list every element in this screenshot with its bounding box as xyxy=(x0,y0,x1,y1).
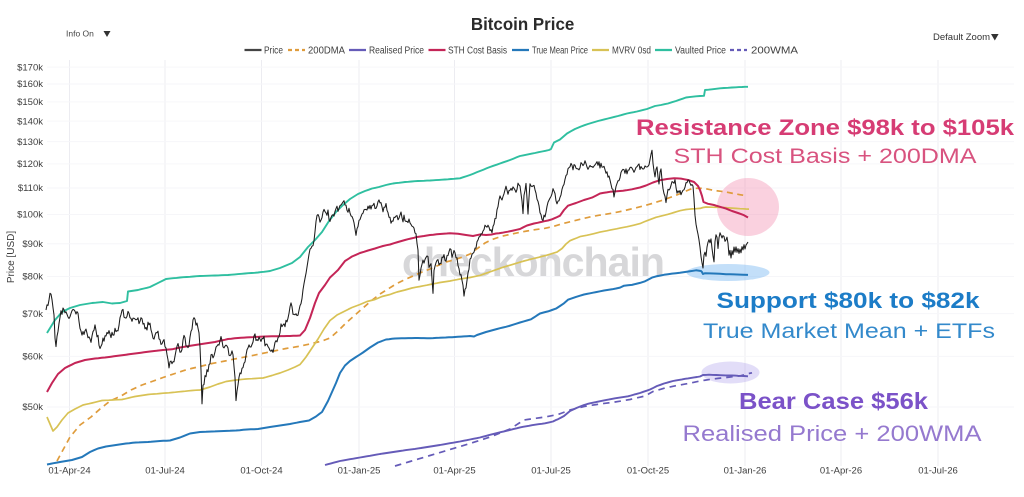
svg-text:01-Jul-24: 01-Jul-24 xyxy=(145,466,185,477)
svg-text:$100k: $100k xyxy=(17,210,43,221)
svg-text:checkonchain: checkonchain xyxy=(402,239,664,285)
svg-text:Default Zoom: Default Zoom xyxy=(933,32,990,43)
svg-text:Vaulted Price: Vaulted Price xyxy=(675,46,726,57)
svg-text:01-Apr-25: 01-Apr-25 xyxy=(433,466,475,477)
svg-text:$80k: $80k xyxy=(22,272,43,283)
svg-text:Bear Case $56k: Bear Case $56k xyxy=(739,388,928,414)
svg-text:Bitcoin Price: Bitcoin Price xyxy=(471,14,575,34)
svg-text:01-Apr-26: 01-Apr-26 xyxy=(820,466,862,477)
svg-text:$160k: $160k xyxy=(17,79,43,90)
svg-text:$150k: $150k xyxy=(17,97,43,108)
svg-text:$50k: $50k xyxy=(22,402,43,413)
svg-text:Price: Price xyxy=(264,46,283,57)
svg-text:01-Oct-25: 01-Oct-25 xyxy=(627,466,669,477)
svg-text:01-Apr-24: 01-Apr-24 xyxy=(48,466,90,477)
svg-text:Support $80k to $82k: Support $80k to $82k xyxy=(717,288,981,313)
svg-text:$140k: $140k xyxy=(17,116,43,127)
svg-text:STH Cost Basis + 200DMA: STH Cost Basis + 200DMA xyxy=(674,145,977,168)
svg-text:01-Jan-25: 01-Jan-25 xyxy=(338,466,381,477)
svg-text:200WMA: 200WMA xyxy=(751,46,798,57)
svg-text:Price [USD]: Price [USD] xyxy=(6,231,17,283)
svg-text:01-Jan-26: 01-Jan-26 xyxy=(724,466,767,477)
svg-text:01-Oct-24: 01-Oct-24 xyxy=(240,466,282,477)
svg-text:Realised Price: Realised Price xyxy=(369,46,424,57)
svg-text:200DMA: 200DMA xyxy=(308,46,345,57)
svg-text:Info On: Info On xyxy=(66,29,94,39)
svg-text:$120k: $120k xyxy=(17,159,43,170)
svg-text:$110k: $110k xyxy=(18,183,43,194)
svg-text:Realised Price + 200WMA: Realised Price + 200WMA xyxy=(683,421,982,446)
svg-text:Resistance Zone $98k to $105k: Resistance Zone $98k to $105k xyxy=(636,115,1015,140)
svg-text:$130k: $130k xyxy=(17,137,43,148)
svg-text:True Market Mean + ETFs: True Market Mean + ETFs xyxy=(703,320,995,343)
svg-text:MVRV 0sd: MVRV 0sd xyxy=(612,46,651,57)
svg-text:$70k: $70k xyxy=(22,309,43,320)
svg-text:$170k: $170k xyxy=(17,62,43,73)
svg-text:01-Jul-26: 01-Jul-26 xyxy=(918,466,958,477)
svg-text:$60k: $60k xyxy=(22,352,43,363)
svg-text:STH Cost Basis: STH Cost Basis xyxy=(448,46,507,57)
svg-text:True Mean Price: True Mean Price xyxy=(532,46,588,57)
svg-text:01-Jul-25: 01-Jul-25 xyxy=(531,466,571,477)
svg-text:$90k: $90k xyxy=(22,239,43,250)
